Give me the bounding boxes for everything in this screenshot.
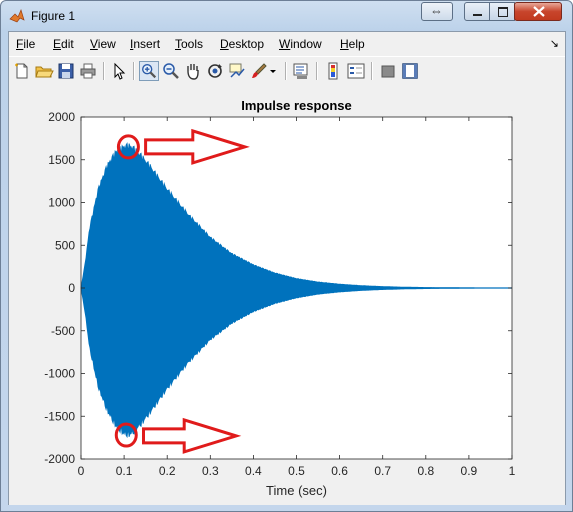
menu-bar: File Edit View Insert Tools Desktop Wind… bbox=[9, 32, 565, 56]
y-tick-label: 2000 bbox=[48, 110, 75, 124]
y-tick-label: 0 bbox=[68, 281, 75, 295]
x-tick-label: 0.1 bbox=[116, 464, 133, 478]
insert-legend-icon[interactable] bbox=[346, 61, 366, 81]
y-tick-label: 1500 bbox=[48, 153, 75, 167]
x-tick-label: 0.6 bbox=[331, 464, 348, 478]
dock-figure-icon[interactable]: ↘ bbox=[549, 38, 559, 50]
insert-colorbar-icon[interactable] bbox=[323, 61, 343, 81]
y-tick-label: -1000 bbox=[44, 367, 75, 381]
menu-desktop[interactable]: Desktop bbox=[220, 37, 265, 51]
x-tick-label: 0.4 bbox=[245, 464, 262, 478]
pan-hand-icon[interactable] bbox=[183, 61, 203, 81]
brush-dropdown-icon[interactable] bbox=[268, 61, 278, 81]
y-tick-label: -500 bbox=[51, 324, 75, 338]
show-plot-tools-icon[interactable] bbox=[400, 61, 420, 81]
menu-file[interactable]: File bbox=[16, 37, 36, 51]
toolbar-separator bbox=[371, 62, 373, 80]
x-tick-label: 0.8 bbox=[417, 464, 434, 478]
y-tick-label: 1000 bbox=[48, 196, 75, 210]
menu-tools[interactable]: Tools bbox=[175, 37, 204, 51]
dock-swap-button[interactable]: ⇔ bbox=[421, 2, 453, 21]
impulse-response-chart[interactable]: 0 0.1 0.2 0.3 0.4 0.5 0.6 0.7 0.8 0.9 1 2000 1500 100… bbox=[9, 85, 565, 505]
x-tick-label: 0.5 bbox=[288, 464, 305, 478]
chart-title: Impulse response bbox=[241, 98, 352, 113]
edit-plot-arrow-icon[interactable] bbox=[109, 61, 129, 81]
figure-toolbar bbox=[9, 56, 565, 86]
y-tick-label: -1500 bbox=[44, 409, 75, 423]
toolbar-separator bbox=[133, 62, 135, 80]
x-tick-label: 0.3 bbox=[202, 464, 219, 478]
figure-client-area: File Edit View Insert Tools Desktop Wind… bbox=[8, 31, 566, 505]
window-title: Figure 1 bbox=[31, 9, 76, 23]
menu-insert[interactable]: Insert bbox=[130, 37, 161, 51]
menu-edit[interactable]: Edit bbox=[53, 37, 74, 51]
menu-window[interactable]: Window bbox=[279, 37, 322, 51]
x-tick-label: 0.9 bbox=[461, 464, 478, 478]
rotate-3d-icon[interactable] bbox=[205, 61, 225, 81]
menu-help[interactable]: Help bbox=[340, 37, 365, 51]
minimize-button[interactable] bbox=[464, 2, 490, 21]
toolbar-separator bbox=[103, 62, 105, 80]
minimize-icon bbox=[473, 14, 482, 16]
zoom-out-icon[interactable] bbox=[161, 61, 181, 81]
x-axis-label: Time (sec) bbox=[266, 483, 327, 498]
link-plot-icon[interactable] bbox=[291, 61, 311, 81]
y-tick-label: -2000 bbox=[44, 452, 75, 466]
annotation-circle bbox=[114, 422, 138, 448]
annotation-arrow bbox=[142, 417, 242, 454]
x-tick-label: 0 bbox=[78, 464, 85, 478]
signal-series[interactable] bbox=[80, 142, 512, 439]
toolbar-separator bbox=[285, 62, 287, 80]
save-icon[interactable] bbox=[56, 61, 76, 81]
zoom-in-icon[interactable] bbox=[139, 61, 159, 81]
open-file-icon[interactable] bbox=[34, 61, 54, 81]
toolbar-separator bbox=[316, 62, 318, 80]
title-bar[interactable]: Figure 1 ⇔ bbox=[1, 1, 572, 31]
x-tick-label: 0.7 bbox=[374, 464, 391, 478]
plot-area: 0 0.1 0.2 0.3 0.4 0.5 0.6 0.7 0.8 0.9 1 2000 1500 100… bbox=[9, 85, 565, 505]
swap-icon: ⇔ bbox=[430, 3, 443, 18]
data-cursor-icon[interactable] bbox=[227, 61, 247, 81]
x-tick-label: 0.2 bbox=[159, 464, 176, 478]
menu-view[interactable]: View bbox=[90, 37, 116, 51]
y-tick-label: 500 bbox=[55, 238, 75, 252]
close-icon bbox=[533, 6, 545, 17]
maximize-button[interactable] bbox=[489, 2, 515, 21]
new-figure-icon[interactable] bbox=[12, 61, 32, 81]
maximize-icon bbox=[498, 7, 508, 17]
print-icon[interactable] bbox=[78, 61, 98, 81]
annotation-circle bbox=[116, 134, 140, 160]
x-tick-label: 1 bbox=[509, 464, 516, 478]
annotation-arrow bbox=[144, 128, 250, 165]
matlab-app-icon bbox=[9, 8, 25, 23]
close-button[interactable] bbox=[514, 2, 562, 21]
hide-plot-tools-icon[interactable] bbox=[378, 61, 398, 81]
brush-icon[interactable] bbox=[249, 61, 269, 81]
